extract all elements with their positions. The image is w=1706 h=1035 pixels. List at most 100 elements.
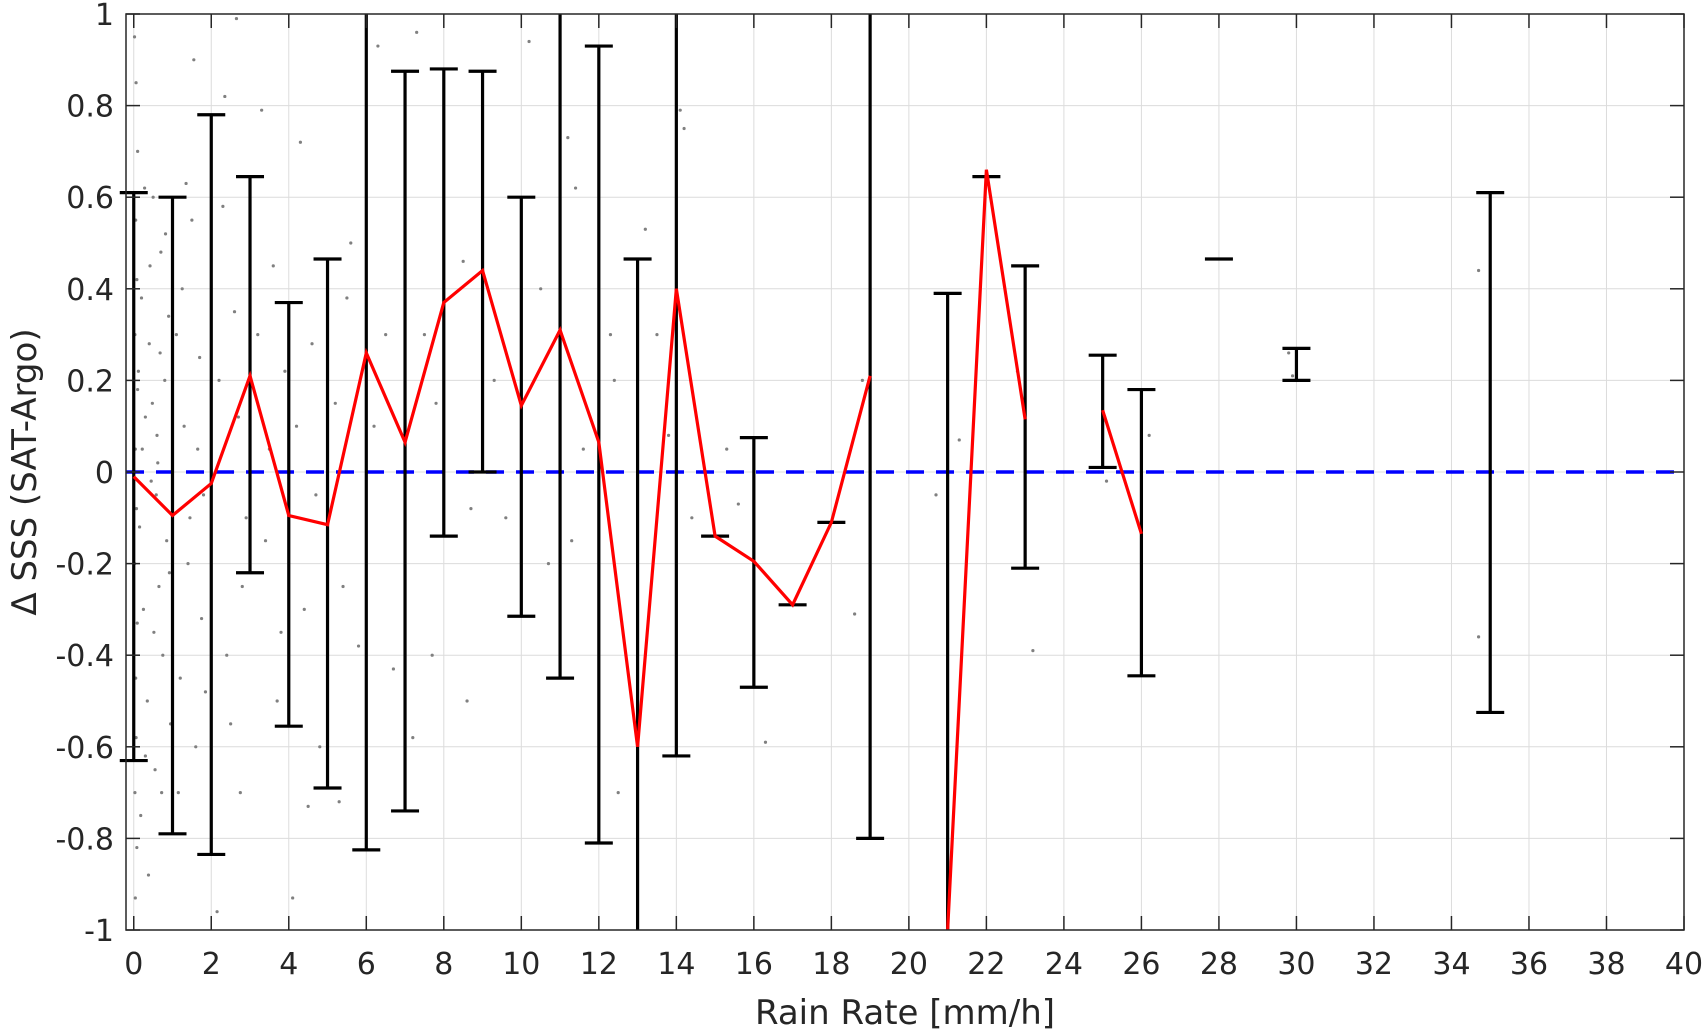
scatter-point [186,562,190,566]
x-tick-label: 8 [434,947,453,982]
scatter-point [135,278,139,282]
scatter-point [434,401,438,405]
scatter-point [176,791,180,795]
scatter-point [133,791,137,795]
scatter-point [225,653,229,657]
x-tick-label: 4 [279,947,298,982]
scatter-point [725,447,729,451]
scatter-point [139,813,143,818]
y-axis-title: Δ SSS (SAT-Argo) [5,328,45,615]
scatter-point [146,873,151,877]
x-tick-label: 16 [735,947,773,982]
scatter-point [655,333,659,337]
scatter-point [182,424,186,428]
x-tick-label: 0 [124,947,143,982]
error-bar [662,14,691,758]
y-tick-label: 1 [95,0,114,33]
scatter-point [136,387,140,392]
scatter-point [546,562,551,566]
scatter-point [461,259,465,263]
scatter-point [163,232,168,236]
scatter-point [160,791,164,795]
scatter-point [612,378,616,382]
scatter-point [527,39,531,44]
scatter-point [298,140,303,144]
scatter-point [957,438,961,442]
mean-line-segment [1101,409,1143,535]
axis-ticks [126,13,1685,931]
scatter-point [139,296,144,300]
y-tick-label: -0.6 [55,731,114,766]
x-tick-label: 34 [1432,947,1470,982]
scatter-point [415,30,419,34]
scatter-point [376,44,380,48]
scatter-point [260,108,264,112]
scatter-point [384,333,388,337]
scatter-point [229,722,233,726]
scatter-point [314,493,318,497]
scatter-point [306,804,310,808]
x-tick-label: 40 [1665,947,1703,982]
scatter-point [136,149,140,153]
scatter-point [137,525,142,529]
scatter-point [134,81,138,85]
y-tick-label: -0.4 [55,639,114,674]
scatter-point [148,264,152,268]
scatter-point [221,204,225,208]
scatter-point [666,433,671,437]
scatter-point [271,264,275,268]
scatter-point [469,507,473,511]
scatter-point [310,342,314,346]
scatter-point [291,896,295,900]
scatter-point [159,250,163,254]
scatter-point [196,447,200,451]
scatter-point [411,736,415,740]
scatter-point [134,507,139,511]
scatter-point [1104,479,1109,483]
scatter-point [223,94,227,99]
mean-line [132,169,1143,931]
x-tick-label: 12 [580,947,618,982]
scatter-point [141,607,146,612]
scatter-point [240,584,244,589]
error-bar [856,14,885,841]
scatter-point [356,644,361,648]
scatter-point [263,539,268,543]
scatter-point [232,310,237,314]
x-tick-label: 24 [1045,947,1083,982]
scatter-point [154,493,158,497]
scatter-point [203,690,208,694]
x-tick-label: 14 [657,947,695,982]
scatter-point [1031,649,1035,653]
scatter-point [279,630,283,634]
scatter-point [152,630,156,634]
scatter-point [188,516,192,520]
scatter-points [132,16,1481,914]
scatter-point [140,447,144,451]
scatter-point [151,195,155,199]
scatter-point [158,351,162,355]
x-tick-label: 2 [202,947,221,982]
scatter-point [678,108,682,112]
scatter-point [345,296,349,300]
scatter-point [294,424,299,428]
scatter-point [167,571,172,575]
scatter-point [133,896,137,900]
scatter-point [238,791,242,795]
scatter-point [163,378,167,382]
error-bar [623,257,652,930]
scatter-point [161,653,165,657]
scatter-point [136,369,141,373]
scatter-point [153,768,157,772]
scatter-point [302,607,306,612]
scatter-point [143,186,147,190]
x-tick-labels: 0 2 4 6 8 10 12 14 16 18 20 22 24 26 28 30 32 34 36 38 40 [124,947,1703,982]
scatter-point [465,699,469,703]
scatter-point [736,502,740,506]
scatter-point [608,333,613,337]
scatter-point [256,333,260,337]
scatter-point [234,16,239,21]
scatter-point [167,314,171,318]
scatter-point [690,516,694,520]
